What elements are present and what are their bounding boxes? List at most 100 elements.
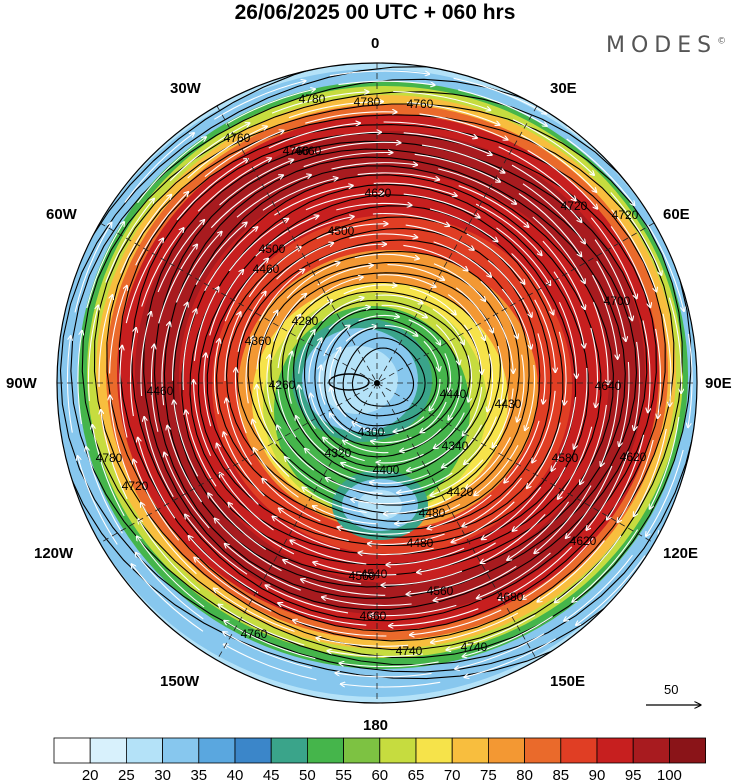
streamline	[610, 226, 650, 307]
streamline	[219, 160, 294, 206]
lon-label-60e: 60E	[663, 206, 690, 223]
streamline	[253, 420, 290, 478]
streamline	[499, 546, 573, 600]
streamline	[235, 368, 247, 434]
streamline	[92, 425, 125, 517]
streamline	[393, 90, 490, 111]
lon-label-120w: 120W	[34, 545, 74, 562]
streamline	[421, 401, 447, 432]
streamline	[169, 123, 249, 182]
streamline	[259, 269, 305, 322]
streamline	[66, 336, 72, 433]
colorbar-swatch	[632, 737, 670, 764]
streamline	[220, 473, 274, 531]
contour-label: 4560	[427, 584, 454, 598]
streamline	[668, 297, 681, 393]
streamline	[110, 396, 132, 483]
streamline	[224, 644, 317, 681]
streamline	[381, 304, 427, 317]
streamline	[572, 529, 639, 602]
streamline	[383, 121, 477, 138]
contour-label: 4760	[241, 627, 268, 641]
streamline	[209, 270, 243, 336]
lon-label-120e: 120E	[663, 545, 699, 562]
streamline	[301, 579, 386, 596]
streamline	[482, 486, 542, 539]
streamline	[465, 638, 556, 677]
streamline	[511, 253, 554, 315]
streamline	[564, 554, 633, 621]
streamline	[224, 312, 241, 382]
streamline	[88, 306, 99, 402]
height-contour	[143, 140, 648, 611]
streamline	[296, 300, 332, 340]
streamline	[217, 444, 259, 505]
streamline	[214, 81, 305, 120]
streamline	[474, 444, 519, 495]
contour-label: 4440	[440, 387, 467, 401]
height-contour	[153, 148, 638, 599]
contour-label: 4460	[253, 262, 280, 276]
colorbar-swatch	[162, 737, 200, 764]
lon-label-30w: 30W	[170, 80, 201, 97]
streamline	[273, 294, 306, 342]
streamline	[340, 662, 439, 668]
streamline	[438, 168, 516, 204]
streamline	[293, 620, 387, 637]
streamline	[331, 163, 418, 170]
colorbar-swatch	[415, 737, 453, 764]
streamline	[279, 509, 349, 542]
streamline	[487, 259, 531, 316]
streamline	[210, 175, 283, 229]
streamline	[375, 294, 422, 303]
streamline	[328, 651, 423, 657]
contour-label-layer: 4780 4780 4760 4760 4720 4660 4620 4500 4460 4360…	[96, 92, 647, 658]
streamline	[618, 439, 654, 522]
lon-label-30e: 30E	[550, 80, 577, 97]
streamline	[518, 193, 581, 257]
streamline	[161, 322, 170, 406]
streamline	[421, 144, 504, 173]
streamline	[511, 164, 581, 222]
streamline	[318, 244, 386, 261]
streamline	[187, 126, 267, 179]
streamline	[101, 410, 128, 500]
streamline	[466, 233, 525, 284]
streamline	[646, 449, 684, 536]
streamline	[468, 355, 472, 401]
contour-label: 4720	[561, 199, 588, 213]
contour-label: 4660	[295, 144, 322, 158]
colorbar-tick-label: 55	[335, 767, 352, 782]
height-contour	[197, 194, 577, 547]
contour-label: 4760	[224, 131, 251, 145]
streamline	[592, 274, 618, 359]
streamline	[236, 175, 311, 218]
contour-label: 4620	[365, 186, 392, 200]
colorbar-swatch	[379, 737, 417, 764]
streamline	[323, 438, 365, 462]
colorbar-tick-label: 85	[552, 767, 569, 782]
streamline	[452, 501, 515, 542]
streamline	[431, 459, 484, 496]
streamline	[204, 353, 212, 427]
streamline	[182, 309, 196, 391]
streamline	[224, 432, 265, 497]
streamline	[124, 133, 194, 203]
reference-vector-label: 50	[664, 682, 679, 697]
streamline	[299, 385, 316, 430]
streamline	[225, 544, 301, 591]
contour-label: 4420	[447, 485, 474, 499]
streamline	[458, 89, 547, 126]
colorbar-tick-label: 90	[589, 767, 606, 782]
contour-label: 4480	[407, 536, 434, 550]
streamline	[226, 399, 252, 465]
streamline	[647, 224, 684, 311]
streamline	[384, 325, 417, 336]
streamline	[429, 208, 497, 242]
contour-label: 4780	[299, 92, 326, 106]
contour-label: 4780	[96, 451, 123, 465]
streamline	[532, 216, 585, 283]
streamline	[566, 138, 635, 205]
streamline	[223, 632, 312, 669]
streamline	[433, 263, 485, 301]
